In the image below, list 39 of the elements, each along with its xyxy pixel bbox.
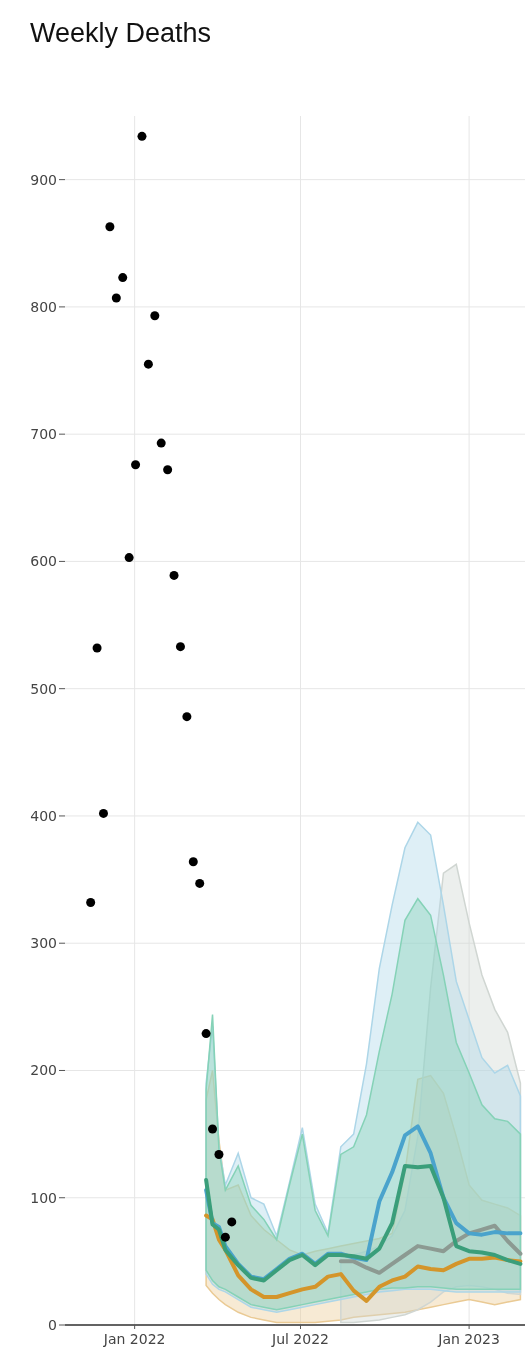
point (156, 438, 166, 448)
point (169, 570, 179, 580)
chart-title: Weekly Deaths (30, 18, 212, 48)
y-tick-label: 600 (30, 553, 57, 570)
point (150, 311, 160, 321)
point (163, 465, 173, 475)
point (124, 553, 134, 563)
y-tick-label: 0 (48, 1316, 57, 1333)
point (131, 460, 141, 470)
y-tick-label: 400 (30, 807, 57, 824)
point (105, 222, 115, 232)
point (143, 359, 153, 369)
point (182, 712, 192, 722)
point (195, 878, 205, 888)
point (137, 131, 147, 141)
point (227, 1217, 237, 1227)
y-tick-label: 500 (30, 680, 57, 697)
point (214, 1149, 224, 1159)
y-tick-label: 800 (30, 298, 57, 315)
point (208, 1124, 218, 1134)
y-tick-label: 700 (30, 426, 57, 443)
x-tick-label: Jan 2023 (437, 1331, 500, 1347)
line-series (204, 1163, 523, 1283)
y-tick-label: 300 (30, 935, 57, 952)
point (175, 642, 185, 652)
y-tick-label: 100 (30, 1189, 57, 1206)
point (201, 1029, 211, 1039)
point (188, 857, 198, 867)
point (220, 1232, 230, 1242)
x-tick-label: Jul 2022 (271, 1331, 329, 1347)
x-tick-label: Jan 2022 (102, 1331, 166, 1347)
point (92, 643, 102, 653)
point (86, 897, 96, 907)
line-series (338, 1223, 523, 1275)
point (111, 293, 121, 303)
y-tick-label: 200 (30, 1062, 57, 1079)
point (98, 808, 108, 818)
point (118, 273, 128, 283)
y-tick-label: 900 (30, 171, 57, 188)
